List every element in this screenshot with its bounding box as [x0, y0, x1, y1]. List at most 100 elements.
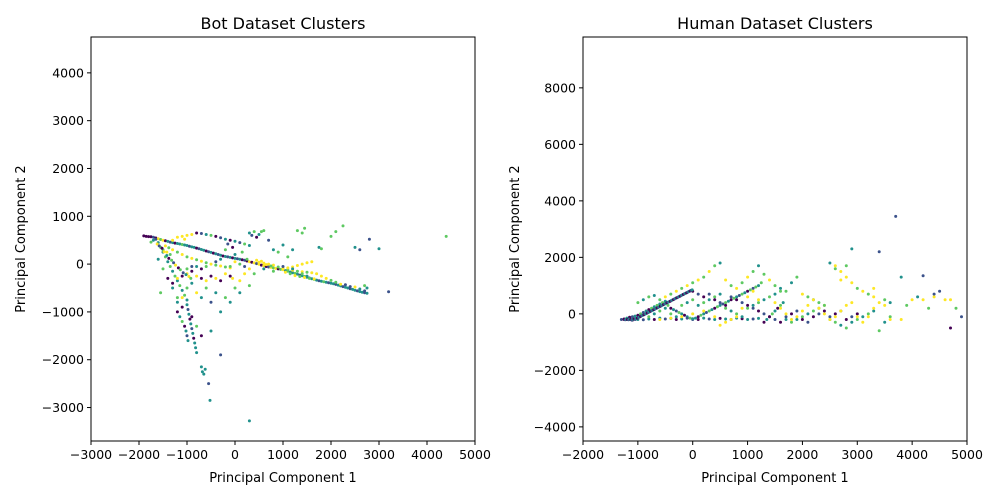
- scatter-point: [288, 272, 292, 276]
- x-tick-label: −1000: [166, 447, 208, 462]
- scatter-point: [866, 315, 870, 319]
- scatter-point: [702, 312, 706, 316]
- scatter-point: [319, 279, 323, 283]
- scatter-point: [161, 238, 165, 242]
- scatter-point: [663, 306, 667, 310]
- human-clusters-chart: −2000 −1000 0 1000 2000 3000 4000 5000 −4000 −200…: [508, 14, 983, 486]
- scatter-point: [175, 296, 179, 300]
- scatter-point: [185, 286, 189, 290]
- chart-title: Bot Dataset Clusters: [201, 14, 366, 33]
- scatter-point: [315, 278, 319, 282]
- scatter-point: [718, 301, 722, 305]
- y-tick-label: 0: [568, 306, 576, 321]
- scatter-point: [190, 265, 194, 268]
- scatter-point: [189, 322, 193, 326]
- scatter-point: [872, 286, 876, 290]
- scatter-point: [185, 255, 189, 259]
- scatter-point: [305, 270, 309, 274]
- y-tick-label: −2000: [42, 352, 84, 367]
- x-axis-label: Principal Component 1: [209, 471, 356, 486]
- scatter-point: [295, 229, 299, 233]
- scatter-point: [641, 318, 645, 322]
- scatter-point: [286, 255, 290, 259]
- scatter-point: [181, 271, 185, 275]
- scatter-point: [163, 244, 167, 248]
- scatter-point: [707, 298, 711, 302]
- scatter-point: [776, 306, 780, 310]
- scatter-point: [235, 257, 239, 261]
- scatter-point: [707, 270, 711, 273]
- scatter-point: [166, 239, 170, 243]
- y-tick-label: 4000: [52, 65, 84, 80]
- scatter-point: [768, 315, 771, 319]
- scatter-point: [219, 310, 223, 314]
- scatter-point: [358, 248, 362, 252]
- scatter-point: [183, 293, 187, 297]
- scatter-point: [800, 318, 804, 321]
- scatter-point: [894, 214, 898, 218]
- scatter-point: [696, 315, 700, 319]
- scatter-point: [166, 276, 170, 280]
- scatter-point: [336, 283, 340, 287]
- scatter-point: [800, 292, 804, 296]
- scatter-point: [806, 320, 810, 324]
- scatter-point: [746, 289, 750, 293]
- x-tick-label: 3000: [841, 447, 873, 462]
- y-axis-label: Principal Component 2: [14, 165, 29, 312]
- scatter-point: [833, 312, 837, 316]
- scatter-point: [696, 278, 700, 282]
- scatter-point: [211, 251, 215, 255]
- scatter-point: [159, 238, 163, 241]
- scatter-point: [180, 305, 184, 309]
- scatter-point: [674, 309, 678, 313]
- scatter-point: [317, 245, 321, 249]
- scatter-point: [262, 267, 266, 271]
- scatter-point: [259, 230, 263, 234]
- x-tick-label: 2000: [315, 447, 347, 462]
- scatter-point: [233, 256, 237, 260]
- scatter-point: [190, 327, 194, 331]
- scatter-point: [149, 240, 153, 244]
- scatter-point: [209, 329, 213, 333]
- scatter-point: [168, 265, 172, 268]
- scatter-point: [353, 285, 357, 289]
- scatter-point: [295, 269, 299, 273]
- scatter-point: [259, 259, 263, 263]
- scatter-point: [319, 247, 323, 251]
- scatter-point: [899, 318, 903, 321]
- scatter-point: [175, 250, 179, 254]
- scatter-point: [784, 315, 788, 319]
- scatter-point: [839, 278, 843, 282]
- scatter-point: [850, 315, 854, 319]
- scatter-point: [247, 267, 251, 271]
- scatter-point: [243, 242, 247, 246]
- scatter-point: [317, 279, 321, 283]
- scatter-point: [938, 289, 942, 293]
- scatter-point: [694, 316, 697, 320]
- scatter-point: [377, 247, 381, 251]
- scatter-point: [195, 291, 199, 295]
- scatter-point: [322, 280, 326, 284]
- scatter-point: [144, 234, 148, 238]
- scatter-point: [691, 312, 695, 316]
- scatter-point: [221, 254, 225, 258]
- scatter-point: [199, 267, 203, 271]
- scatter-point: [740, 292, 744, 296]
- scatter-point: [262, 261, 266, 265]
- x-tick-label: 4000: [896, 447, 928, 462]
- scatter-point: [310, 271, 314, 275]
- scatter-point: [729, 298, 733, 302]
- scatter-point: [353, 288, 357, 292]
- scatter-point: [748, 288, 752, 292]
- scatter-point: [724, 306, 728, 310]
- scatter-point: [877, 301, 881, 305]
- scatter-point: [784, 312, 788, 316]
- scatter-point: [305, 261, 309, 265]
- scatter-point: [718, 261, 722, 265]
- scatter-point: [151, 238, 155, 242]
- scatter-point: [444, 234, 448, 238]
- scatter-point: [291, 248, 295, 252]
- y-tick-label: 0: [76, 257, 84, 272]
- scatter-point: [751, 286, 755, 290]
- scatter-point: [147, 235, 151, 239]
